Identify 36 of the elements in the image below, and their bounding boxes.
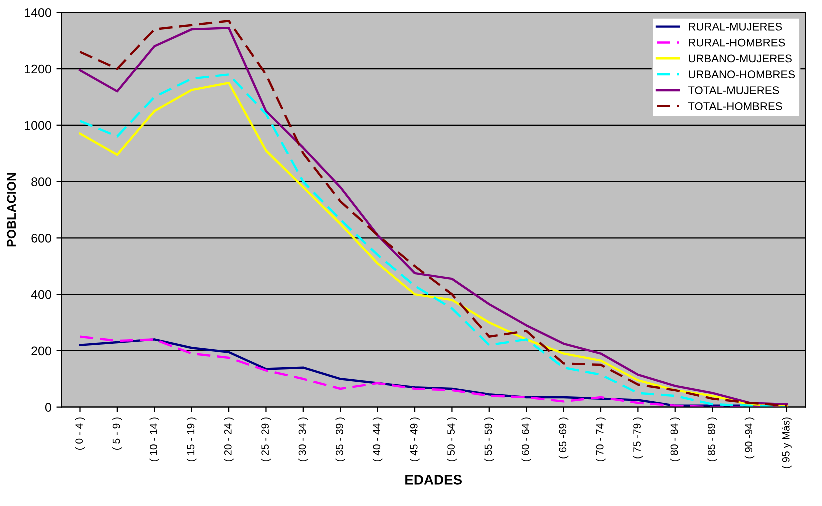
y-tick-label: 600 bbox=[32, 234, 52, 243]
legend-label: TOTAL-MUJERES bbox=[688, 86, 780, 94]
x-tick-label: ( 85 - 89 ) bbox=[708, 418, 718, 462]
y-tick-label: 200 bbox=[32, 346, 52, 356]
x-tick-label: ( 0 - 4 ) bbox=[75, 418, 86, 450]
y-tick-label: 0 bbox=[45, 403, 52, 412]
x-tick-label: ( 50 - 54 ) bbox=[447, 418, 458, 462]
legend-label: URBANO-MUJERES bbox=[689, 54, 792, 63]
legend-label: RURAL-HOMBRES bbox=[689, 38, 786, 47]
x-tick-label: ( 55 - 59 ) bbox=[484, 418, 494, 462]
x-tick-label: ( 90 -94 ) bbox=[744, 418, 755, 459]
x-tick-label: ( 45 - 49 ) bbox=[410, 418, 420, 462]
y-tick-label: 800 bbox=[32, 178, 52, 186]
x-tick-label: ( 95 y Más) bbox=[782, 418, 792, 468]
x-tick-label: ( 70 - 74 ) bbox=[596, 418, 606, 462]
y-tick-label: 1000 bbox=[25, 121, 52, 130]
x-tick-label: ( 15 - 19 ) bbox=[186, 418, 197, 462]
x-tick-label: ( 10 - 14 ) bbox=[150, 418, 160, 462]
x-tick-label: ( 30 - 34 ) bbox=[298, 418, 308, 462]
x-tick-label: ( 65 -69 ) bbox=[558, 418, 569, 459]
legend-label: RURAL-MUJERES bbox=[689, 22, 782, 31]
x-tick-label: ( 80 - 84 ) bbox=[670, 418, 680, 462]
x-tick-label: ( 35 - 39 ) bbox=[336, 418, 346, 462]
x-axis-title: EDADES bbox=[406, 475, 462, 485]
legend-label: URBANO-HOMBRES bbox=[689, 70, 796, 79]
legend-label: TOTAL-HOMBRES bbox=[688, 102, 782, 110]
x-tick-label: ( 40 - 44 ) bbox=[372, 418, 383, 462]
y-tick-label: 1400 bbox=[25, 8, 52, 18]
x-tick-label: ( 25 - 29 ) bbox=[261, 418, 272, 462]
y-axis-title: POBLACION bbox=[7, 173, 16, 247]
x-tick-label: ( 20 - 24 ) bbox=[224, 418, 234, 462]
y-tick-label: 400 bbox=[31, 290, 52, 300]
y-tick-label: 1200 bbox=[25, 64, 52, 74]
x-tick-label: ( 60 - 64 ) bbox=[522, 418, 532, 462]
x-tick-label: ( 5 - 9 ) bbox=[112, 418, 122, 450]
x-tick-label: ( 75 -79 ) bbox=[633, 418, 644, 459]
